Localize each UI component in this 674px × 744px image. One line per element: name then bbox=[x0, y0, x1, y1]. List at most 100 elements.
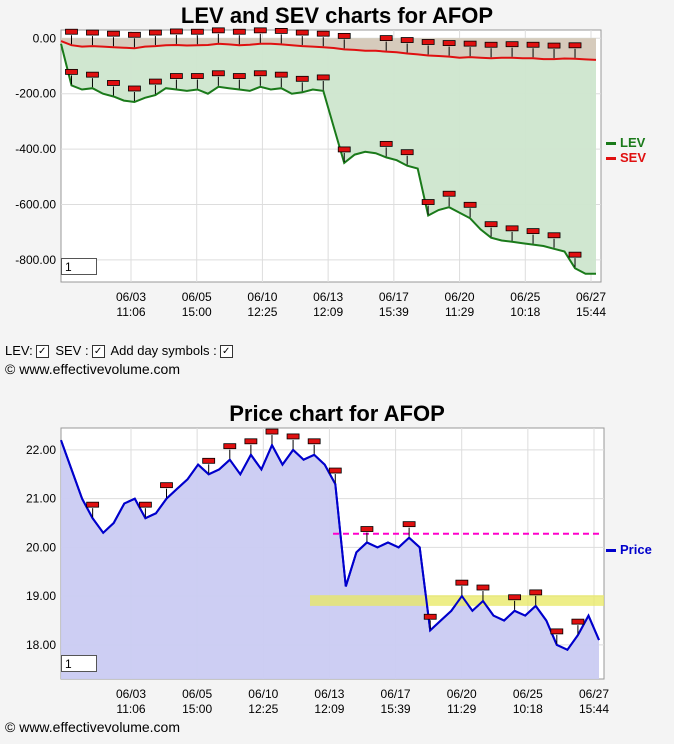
legend-lev: LEV bbox=[606, 135, 645, 150]
y-tick-label: -200.00 bbox=[15, 87, 56, 101]
day-symbol bbox=[402, 521, 416, 528]
day-symbol bbox=[253, 27, 267, 34]
day-symbol bbox=[211, 27, 225, 34]
day-symbol bbox=[65, 68, 78, 75]
x-tick-date: 06/03 bbox=[116, 290, 146, 304]
x-tick-date: 06/25 bbox=[513, 687, 543, 701]
day-symbol bbox=[128, 31, 141, 38]
day-symbol bbox=[86, 71, 99, 78]
x-tick-date: 06/27 bbox=[576, 290, 606, 304]
x-tick-date: 06/10 bbox=[248, 687, 278, 701]
day-symbol bbox=[547, 42, 561, 49]
day-symbol bbox=[529, 589, 543, 596]
day-symbol bbox=[379, 35, 393, 41]
day-symbol bbox=[211, 70, 225, 77]
day-symbol bbox=[232, 28, 246, 35]
day-symbols-label: Add day symbols : bbox=[110, 343, 217, 358]
x-tick-time: 15:39 bbox=[381, 702, 411, 716]
legend-sev-swatch bbox=[606, 157, 616, 161]
lev-zoom-input[interactable]: 1 bbox=[61, 258, 97, 275]
day-symbol bbox=[149, 78, 162, 85]
x-tick-date: 06/20 bbox=[447, 687, 477, 701]
x-tick-time: 12:25 bbox=[248, 702, 278, 716]
y-tick-label: 18.00 bbox=[26, 638, 56, 652]
day-symbol bbox=[107, 30, 120, 37]
x-tick-date: 06/05 bbox=[182, 687, 212, 701]
day-symbol bbox=[202, 457, 216, 464]
day-symbol bbox=[571, 618, 585, 625]
day-symbol bbox=[526, 41, 540, 48]
day-symbol bbox=[568, 251, 582, 258]
x-tick-date: 06/13 bbox=[314, 687, 344, 701]
x-tick-time: 11:06 bbox=[116, 305, 145, 319]
day-symbol bbox=[400, 37, 414, 43]
day-symbol bbox=[442, 40, 456, 46]
sev-checkbox[interactable]: ✓ bbox=[91, 345, 105, 359]
lev-sev-chart: 0.00-200.00-400.00-600.00-800.0006/0311:… bbox=[15, 27, 606, 319]
y-tick-label: 21.00 bbox=[26, 492, 56, 506]
copyright-bottom: © www.effectivevolume.com bbox=[5, 719, 181, 735]
y-tick-label: -600.00 bbox=[15, 197, 56, 211]
series-line-lev bbox=[60, 43, 596, 275]
day-symbol bbox=[190, 73, 204, 79]
day-symbol bbox=[316, 30, 330, 37]
day-symbols-checkbox[interactable]: ✓ bbox=[219, 345, 233, 359]
day-symbol bbox=[360, 526, 374, 532]
x-tick-time: 15:39 bbox=[379, 305, 409, 319]
x-tick-time: 12:25 bbox=[247, 305, 277, 319]
y-tick-label: 20.00 bbox=[26, 540, 56, 554]
legend-price-label: Price bbox=[620, 542, 652, 557]
day-symbol bbox=[274, 27, 288, 34]
x-tick-date: 06/10 bbox=[247, 290, 277, 304]
price-zoom-input[interactable]: 1 bbox=[61, 655, 97, 672]
day-symbol bbox=[505, 41, 519, 48]
day-symbol bbox=[442, 190, 456, 197]
day-symbol bbox=[286, 433, 300, 440]
series-area-sev bbox=[61, 38, 596, 60]
x-tick-date: 06/03 bbox=[116, 687, 146, 701]
lev-option-label: LEV: bbox=[5, 343, 33, 358]
x-tick-time: 11:29 bbox=[447, 702, 476, 716]
y-tick-label: 0.00 bbox=[33, 31, 57, 45]
legend-sev-label: SEV bbox=[620, 150, 647, 165]
day-symbol bbox=[328, 467, 342, 474]
day-symbol bbox=[86, 501, 100, 508]
x-tick-time: 11:29 bbox=[445, 305, 474, 319]
day-symbol bbox=[232, 73, 246, 79]
x-tick-date: 06/17 bbox=[381, 687, 411, 701]
day-symbol bbox=[550, 628, 564, 635]
day-symbol bbox=[190, 28, 204, 35]
x-tick-time: 15:00 bbox=[182, 305, 212, 319]
day-symbol bbox=[86, 29, 99, 36]
lev-chart-title: LEV and SEV charts for AFOP bbox=[180, 3, 494, 28]
x-tick-time: 12:09 bbox=[313, 305, 343, 319]
day-symbol bbox=[160, 482, 173, 489]
day-symbol bbox=[421, 39, 435, 45]
day-symbol bbox=[223, 443, 237, 450]
day-symbol bbox=[128, 85, 141, 92]
day-symbol bbox=[107, 80, 120, 86]
day-symbol bbox=[484, 221, 498, 228]
day-symbol bbox=[169, 28, 183, 35]
series-line-price-top bbox=[60, 439, 600, 652]
day-symbol bbox=[295, 75, 309, 82]
y-tick-label: 22.00 bbox=[26, 443, 56, 457]
day-symbol bbox=[421, 199, 435, 205]
day-symbol bbox=[253, 70, 267, 77]
day-symbol bbox=[547, 232, 561, 239]
legend-sev: SEV bbox=[606, 150, 646, 165]
sev-option-label: SEV : bbox=[55, 343, 89, 358]
x-tick-time: 15:00 bbox=[182, 702, 212, 716]
day-symbol bbox=[463, 201, 477, 208]
copyright-top: © www.effectivevolume.com bbox=[5, 361, 181, 377]
series-area-lev bbox=[61, 38, 596, 274]
day-symbol bbox=[400, 149, 414, 156]
day-symbol bbox=[508, 594, 522, 601]
lev-checkbox[interactable]: ✓ bbox=[35, 345, 49, 359]
day-symbol bbox=[244, 438, 258, 445]
day-symbol bbox=[316, 74, 330, 81]
y-tick-label: -800.00 bbox=[15, 253, 56, 267]
x-tick-time: 10:18 bbox=[513, 702, 543, 716]
y-tick-label: -400.00 bbox=[15, 142, 56, 156]
